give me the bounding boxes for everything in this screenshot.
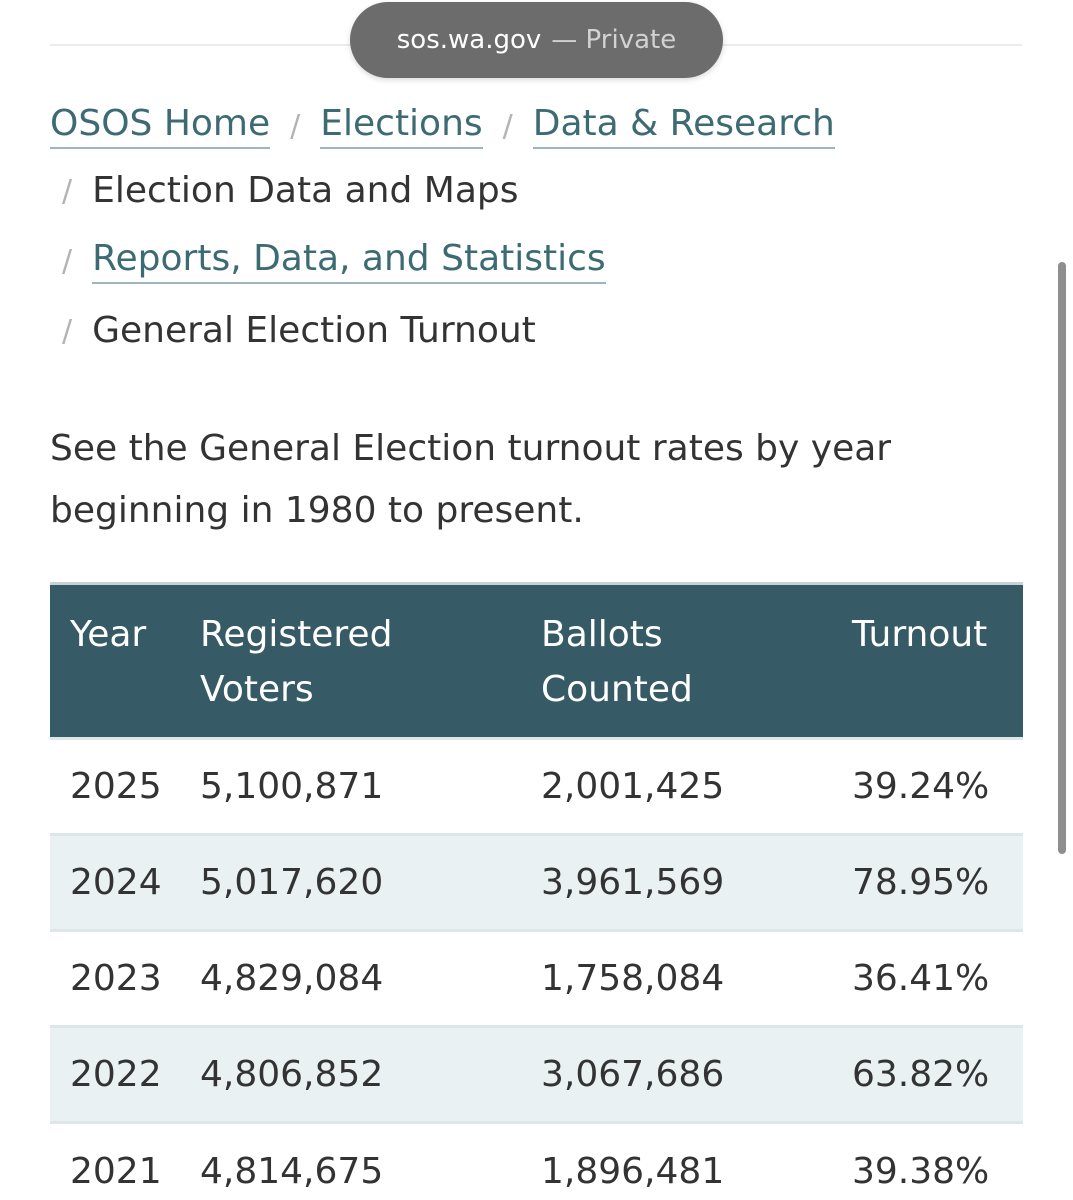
cell-registered: 4,829,084 (200, 929, 541, 1027)
private-label: — Private (551, 25, 677, 55)
breadcrumb-separator: / (502, 108, 513, 144)
breadcrumb-separator: / (290, 108, 301, 144)
cell-registered: 5,100,871 (200, 737, 541, 835)
cell-turnout: 78.95% (852, 833, 1023, 931)
cell-ballots: 1,758,084 (541, 929, 852, 1027)
header-registered-voters: Registered Voters (200, 582, 541, 739)
cell-turnout: 39.38% (852, 1121, 1023, 1200)
breadcrumb-current-page: General Election Turnout (92, 310, 536, 352)
url-text: sos.wa.gov (396, 25, 542, 55)
turnout-table: Year Registered Voters Ballots Counted Tur… (50, 582, 1023, 1200)
cell-turnout: 39.24% (852, 737, 1023, 835)
intro-text: See the General Election turnout rates b… (50, 428, 892, 531)
table-row: 2021 4,814,675 1,896,481 39.38% (50, 1121, 1023, 1200)
cell-year: 2021 (50, 1121, 200, 1200)
cell-year: 2023 (50, 929, 200, 1027)
breadcrumb-row: / Election Data and Maps (50, 156, 1030, 226)
breadcrumb-separator: / (62, 313, 73, 349)
header-year: Year (50, 582, 200, 739)
cell-year: 2024 (50, 833, 200, 931)
table-row: 2025 5,100,871 2,001,425 39.24% (50, 737, 1023, 835)
breadcrumb-osos-home[interactable]: OSOS Home (50, 103, 271, 150)
breadcrumb-reports-data-statistics[interactable]: Reports, Data, and Statistics (92, 238, 606, 285)
cell-registered: 5,017,620 (200, 833, 541, 931)
address-bar[interactable]: sos.wa.gov — Private (350, 2, 723, 78)
cell-ballots: 3,961,569 (541, 833, 852, 931)
cell-turnout: 63.82% (852, 1025, 1023, 1123)
breadcrumb-election-data-maps: Election Data and Maps (92, 170, 519, 212)
breadcrumb-data-research[interactable]: Data & Research (532, 103, 835, 150)
breadcrumb: OSOS Home / Elections / Data & Research … (50, 96, 1030, 366)
cell-registered: 4,814,675 (200, 1121, 541, 1200)
table-row: 2024 5,017,620 3,961,569 78.95% (50, 833, 1023, 931)
breadcrumb-separator: / (62, 243, 73, 279)
table-header-row: Year Registered Voters Ballots Counted Tur… (50, 582, 1023, 739)
cell-ballots: 1,896,481 (541, 1121, 852, 1200)
table-row: 2022 4,806,852 3,067,686 63.82% (50, 1025, 1023, 1123)
cell-ballots: 3,067,686 (541, 1025, 852, 1123)
breadcrumb-row: / Reports, Data, and Statistics (50, 226, 1030, 296)
cell-registered: 4,806,852 (200, 1025, 541, 1123)
breadcrumb-row: / General Election Turnout (50, 296, 1030, 366)
cell-ballots: 2,001,425 (541, 737, 852, 835)
breadcrumb-separator: / (62, 173, 73, 209)
table-row: 2023 4,829,084 1,758,084 36.41% (50, 929, 1023, 1027)
cell-turnout: 36.41% (852, 929, 1023, 1027)
turnout-table-container: Year Registered Voters Ballots Counted Tur… (50, 582, 1023, 1200)
header-ballots-counted: Ballots Counted (541, 582, 852, 739)
breadcrumb-row: OSOS Home / Elections / Data & Research (50, 96, 1030, 156)
cell-year: 2025 (50, 737, 200, 835)
header-turnout: Turnout (852, 582, 1023, 739)
breadcrumb-elections[interactable]: Elections (320, 103, 483, 150)
scrollbar-thumb[interactable] (1058, 262, 1066, 854)
cell-year: 2022 (50, 1025, 200, 1123)
